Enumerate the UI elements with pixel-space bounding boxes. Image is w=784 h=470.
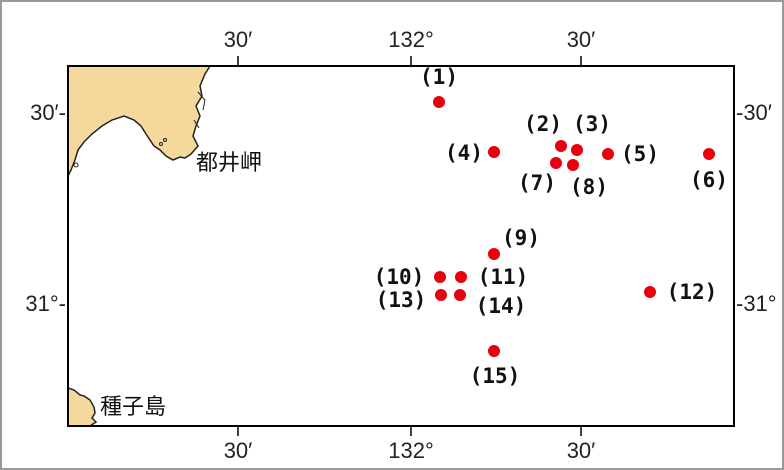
station-point-11: [455, 271, 467, 283]
station-point-3: [571, 144, 583, 156]
islet: [163, 138, 167, 142]
station-label-9: (9): [502, 226, 540, 250]
station-label-4: (4): [445, 141, 483, 165]
islet: [159, 142, 163, 146]
top-tick-label-1: 30′: [224, 27, 253, 52]
coast-detail: [193, 119, 200, 129]
kyushu-coast: [67, 65, 212, 177]
station-label-15: (15): [470, 364, 521, 388]
station-point-13: [435, 289, 447, 301]
left-tick-label-1: 30′-: [30, 100, 66, 125]
station-label-12: (12): [667, 280, 718, 304]
station-point-1: [433, 96, 445, 108]
station-point-2: [555, 140, 567, 152]
station-label-1: (1): [420, 65, 458, 89]
station-label-7: (7): [518, 171, 556, 195]
bottom-tick-label-1: 30′: [224, 438, 253, 463]
islet: [73, 162, 79, 168]
right-tick-label-1: -30′: [736, 100, 772, 125]
right-tick-label-2: -31°: [736, 291, 777, 316]
station-point-15: [488, 345, 500, 357]
station-label-14: (14): [476, 294, 527, 318]
station-point-5: [602, 148, 614, 160]
cape-toi-label: 都井岬: [196, 151, 262, 176]
coast-detail: [197, 91, 206, 111]
station-point-12: [644, 286, 656, 298]
station-label-10: (10): [374, 265, 425, 289]
station-label-6: (6): [690, 168, 728, 192]
station-point-4: [488, 146, 500, 158]
station-point-14: [454, 289, 466, 301]
station-label-5: (5): [621, 142, 659, 166]
left-tick-label-2: 31°-: [25, 291, 66, 316]
top-tick-label-3: 30′: [567, 27, 596, 52]
map-frame: [67, 65, 735, 427]
bottom-tick-label-3: 30′: [567, 438, 596, 463]
station-point-8: [567, 159, 579, 171]
station-label-13: (13): [376, 288, 427, 312]
station-label-3: (3): [573, 112, 611, 136]
station-point-9: [488, 248, 500, 260]
station-point-10: [434, 271, 446, 283]
station-label-2: (2): [524, 112, 562, 136]
bottom-tick-label-2: 132°: [388, 438, 434, 463]
station-point-7: [550, 157, 562, 169]
tanegashima-label: 種子島: [100, 395, 166, 420]
station-label-11: (11): [478, 265, 529, 289]
top-tick-label-2: 132°: [388, 27, 434, 52]
station-label-8: (8): [570, 175, 608, 199]
station-point-6: [703, 148, 715, 160]
